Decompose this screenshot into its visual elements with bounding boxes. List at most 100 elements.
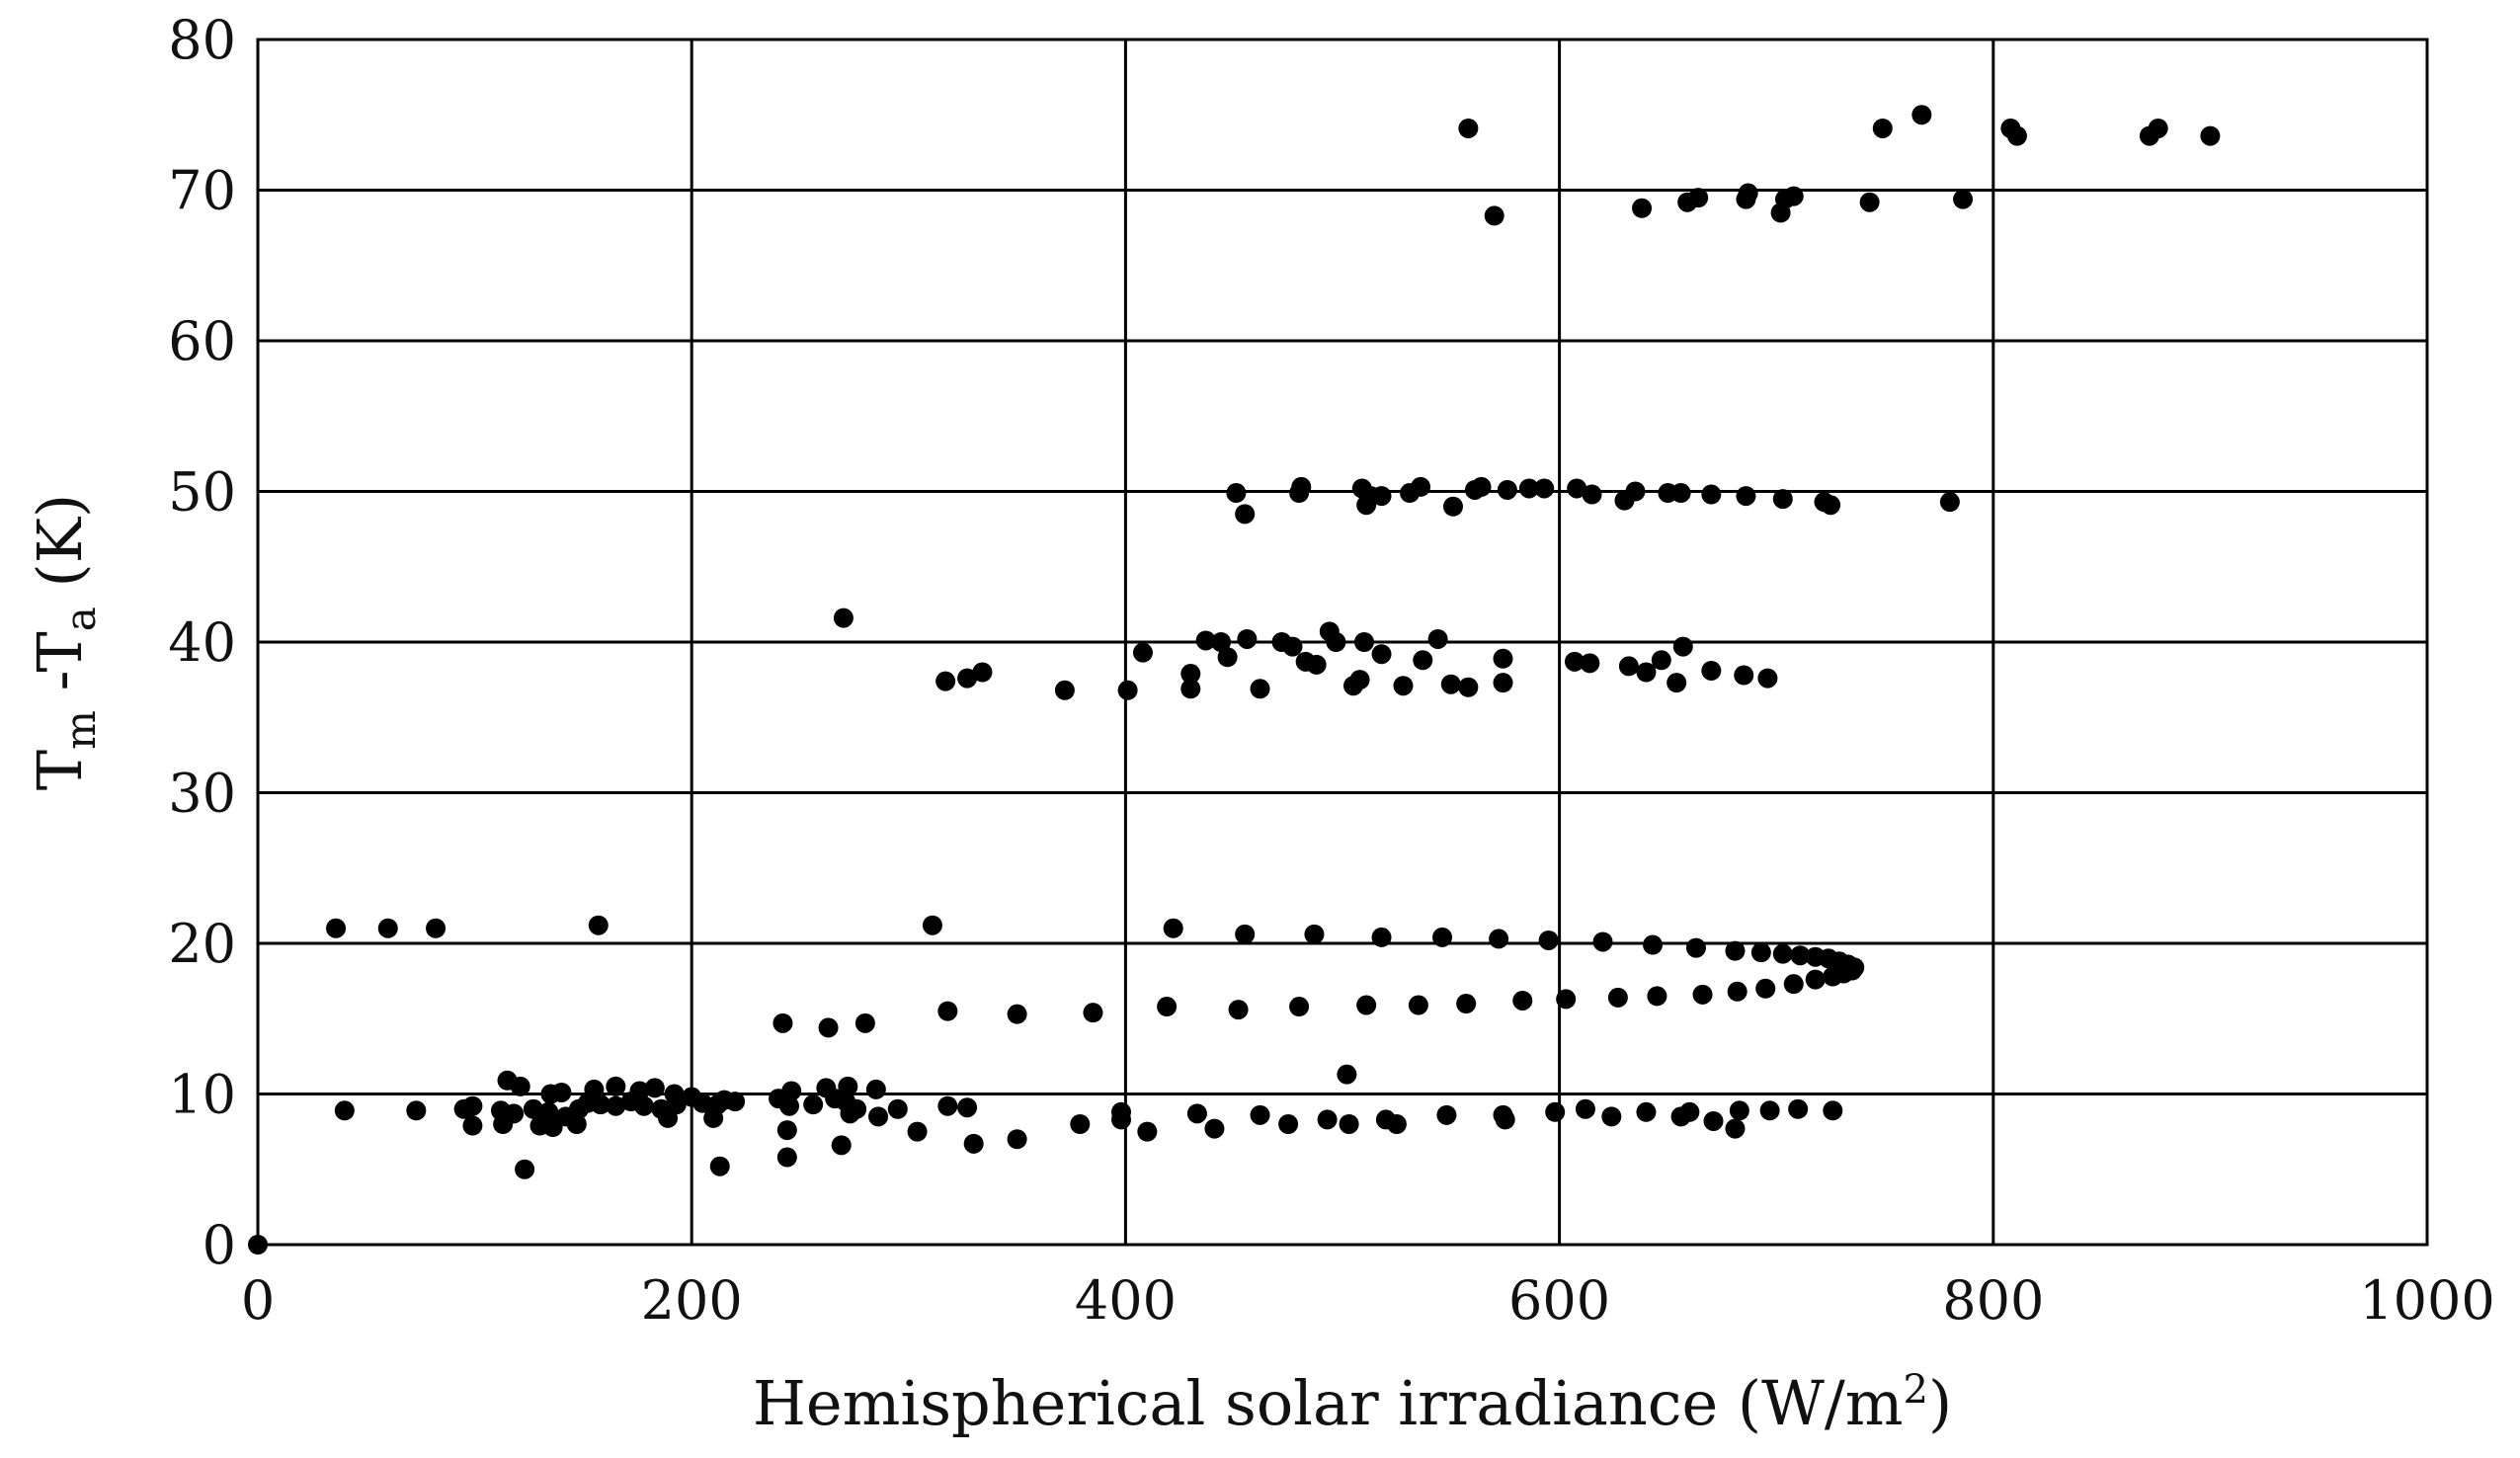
data-point (1228, 1000, 1249, 1020)
data-point (1790, 945, 1811, 966)
data-point (248, 1235, 268, 1255)
data-point (1538, 930, 1559, 950)
x-tick-label: 400 (1075, 1269, 1177, 1332)
data-point (1757, 668, 1778, 688)
data-point (1371, 927, 1392, 947)
data-point (1411, 476, 1431, 497)
y-tick-label: 10 (168, 1064, 236, 1126)
data-point (1772, 943, 1793, 964)
data-point (1729, 1100, 1749, 1121)
data-point (1601, 1106, 1622, 1127)
data-point (838, 1076, 858, 1096)
data-point (1484, 205, 1504, 226)
data-point (1386, 1114, 1407, 1134)
data-point (1458, 118, 1479, 138)
y-tick-label: 40 (168, 611, 236, 674)
y-tick-label: 0 (203, 1214, 236, 1276)
data-point (1291, 476, 1312, 497)
x-tick-label: 600 (1508, 1269, 1610, 1332)
data-point (1703, 1110, 1724, 1131)
x-axis-title-end: ) (1928, 1367, 1952, 1439)
data-point (1823, 1100, 1843, 1121)
data-point (1725, 1118, 1746, 1139)
data-point (1349, 670, 1370, 690)
data-point (1495, 1109, 1515, 1130)
data-point (406, 1100, 427, 1121)
data-point (1512, 990, 1533, 1011)
data-point (957, 1097, 978, 1118)
x-axis-title-superscript: 2 (1904, 1367, 1928, 1413)
data-point (1670, 1106, 1691, 1127)
data-point (1237, 628, 1258, 649)
data-point (1440, 674, 1461, 694)
data-point (1872, 118, 1893, 138)
data-point (1137, 1121, 1158, 1142)
data-point (1672, 636, 1693, 657)
data-point (1647, 986, 1667, 1007)
y-axis-title-sub-m: m (56, 710, 105, 750)
y-tick-label: 60 (168, 310, 236, 372)
data-point (972, 662, 993, 683)
data-point (542, 1117, 563, 1138)
data-point (1783, 974, 1804, 995)
data-point (1111, 1109, 1132, 1130)
data-point (1442, 496, 1463, 517)
data-point (1670, 483, 1691, 504)
data-point (334, 1100, 355, 1121)
data-point (2006, 125, 2027, 146)
data-point (1736, 486, 1756, 507)
data-point (1339, 1114, 1359, 1134)
data-point (772, 1012, 793, 1033)
data-point (1575, 1098, 1595, 1119)
data-point (1353, 632, 1374, 652)
data-point (781, 1081, 802, 1101)
data-point (1456, 994, 1477, 1013)
y-axis-title-main: T (24, 750, 96, 790)
data-point (1186, 1103, 1207, 1124)
data-point (1195, 630, 1216, 651)
data-point (2148, 118, 2168, 138)
data-point (1567, 478, 1587, 499)
data-point (1636, 662, 1657, 683)
data-point (937, 1001, 958, 1021)
data-point (922, 915, 942, 935)
data-point (1117, 680, 1138, 700)
data-point (1701, 660, 1722, 681)
data-point (1083, 1003, 1103, 1023)
data-point (1788, 1098, 1809, 1119)
data-point (1772, 489, 1793, 510)
data-point (1217, 647, 1238, 668)
data-point (833, 608, 854, 628)
data-point (1226, 483, 1247, 504)
data-point (1054, 680, 1075, 700)
data-point (590, 1094, 610, 1115)
data-point (1356, 995, 1377, 1015)
data-point (1939, 492, 1960, 513)
data-point (1432, 927, 1453, 947)
y-tick-label: 70 (168, 160, 236, 222)
data-point (462, 1095, 483, 1116)
data-point (1371, 486, 1392, 507)
y-axis-title: Tm -Ta (K) (24, 494, 105, 790)
data-point (1564, 651, 1585, 672)
data-point (868, 1106, 889, 1127)
data-point (1235, 924, 1256, 944)
data-point (1783, 186, 1804, 206)
data-point (1493, 673, 1513, 693)
x-tick-label: 200 (641, 1269, 743, 1332)
data-point (1204, 1118, 1225, 1139)
data-point (1556, 989, 1577, 1010)
data-point (1592, 932, 1613, 952)
data-point (887, 1098, 908, 1119)
data-point (1306, 654, 1327, 675)
data-point (1805, 969, 1826, 990)
data-point (1821, 495, 1841, 516)
data-point (1750, 942, 1771, 963)
x-tick-label: 0 (241, 1269, 275, 1332)
data-point (703, 1107, 724, 1128)
data-point (1755, 978, 1776, 999)
data-point (1859, 192, 1880, 212)
data-point (1618, 656, 1639, 677)
y-tick-label: 30 (168, 763, 236, 825)
